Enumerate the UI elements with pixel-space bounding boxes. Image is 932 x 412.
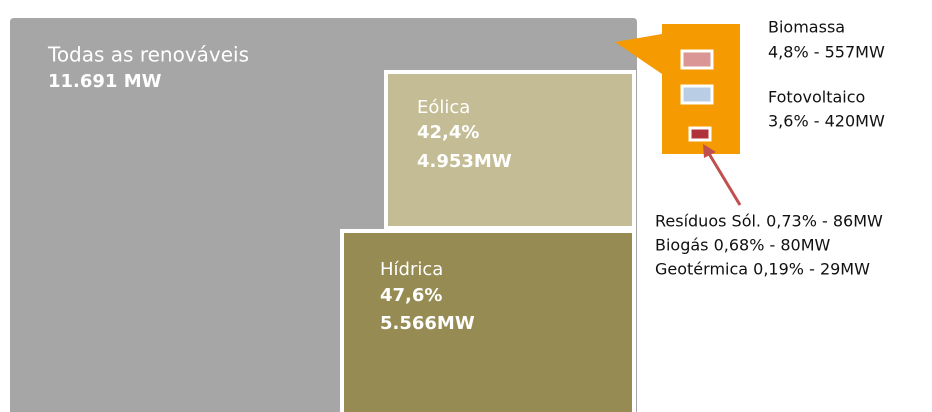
arrow-head [703, 144, 716, 158]
node-label: Eólica [417, 97, 470, 118]
arrow-line [706, 151, 742, 206]
hidrica-area [340, 229, 636, 412]
total-power: 11.691 MW [48, 71, 162, 92]
total-label: Todas as renováveis [47, 43, 249, 67]
node-power: 5.566MW [380, 313, 475, 334]
node-power: 4.953MW [417, 151, 512, 172]
callout-pointer [615, 34, 662, 74]
callout-label: Biomassa [768, 18, 845, 37]
node-label: Hídrica [380, 259, 443, 280]
small-source: Biogás 0,68% - 80MW [655, 236, 831, 255]
eolica-area [384, 70, 636, 230]
node-share: 47,6% [380, 285, 442, 306]
small-source: Geotérmica 0,19% - 29MW [655, 260, 870, 279]
fotovoltaico-area [680, 84, 714, 105]
node-share: 42,4% [417, 122, 479, 143]
callout-label: Fotovoltaico [768, 88, 865, 107]
small-source: Resíduos Sól. 0,73% - 86MW [655, 212, 883, 231]
callout-detail: 4,8% - 557MW [768, 43, 885, 62]
small-area [688, 126, 712, 142]
biomassa-area [680, 49, 714, 70]
callout-detail: 3,6% - 420MW [768, 112, 885, 131]
